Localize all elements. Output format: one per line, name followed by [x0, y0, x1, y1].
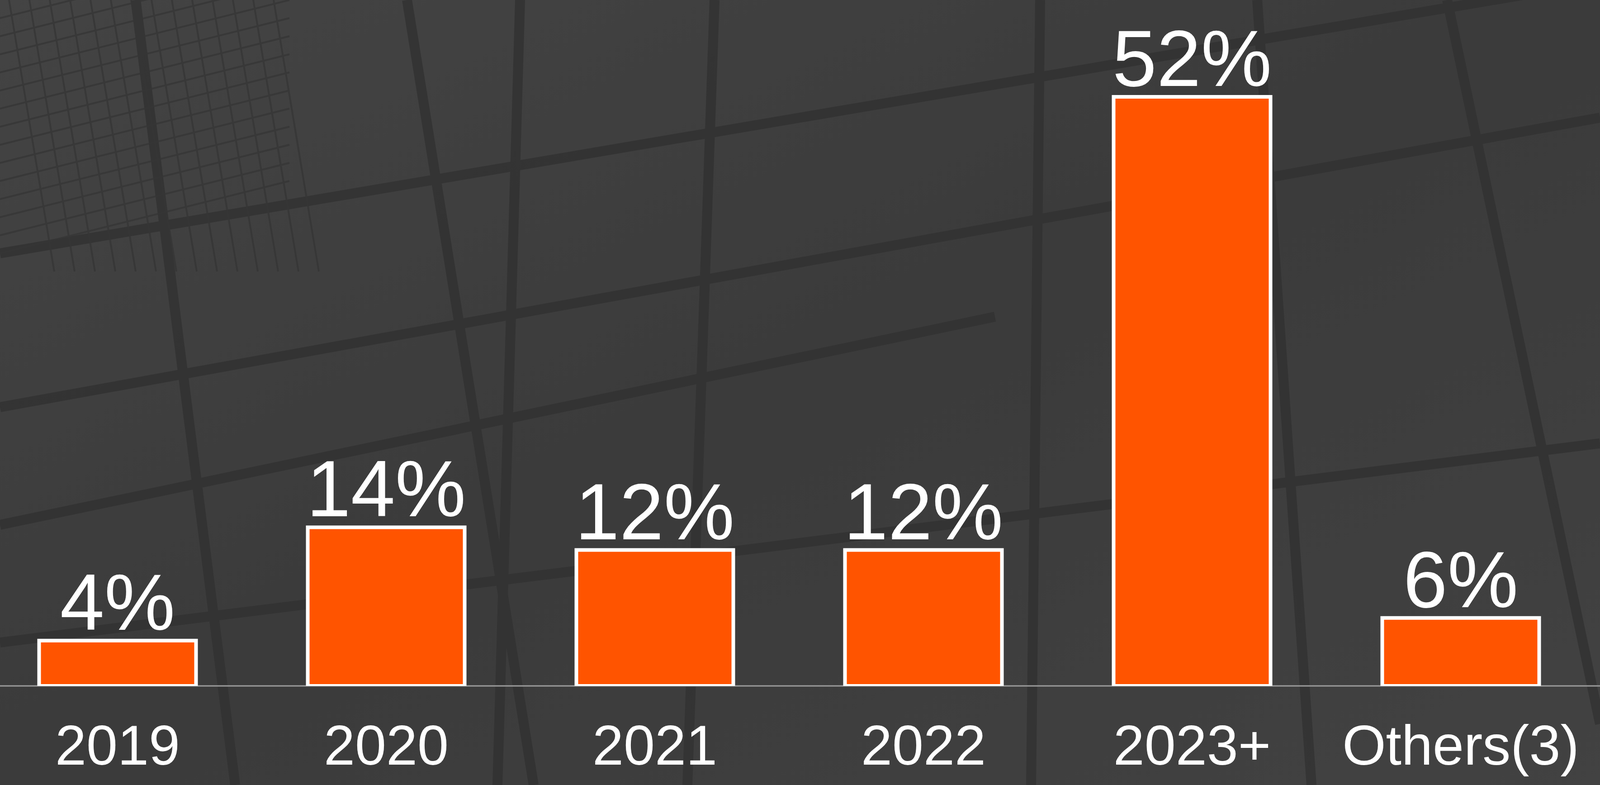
background-frames	[0, 0, 1600, 785]
data-label: 12%	[843, 467, 1004, 556]
data-label: 52%	[1112, 14, 1272, 103]
background	[0, 0, 1600, 785]
bar	[576, 549, 734, 686]
data-label: 4%	[60, 557, 176, 647]
chart: 4% 14% 12% 12% 52% 6% 2019 2020 2021 2022 2023+ Oth…	[0, 0, 1600, 785]
bar	[845, 549, 1003, 686]
x-tick-label: 2021	[592, 713, 718, 777]
x-tick-label: 2023+	[1113, 713, 1271, 777]
bar	[307, 526, 465, 686]
data-label: 6%	[1403, 534, 1519, 624]
labels: 4% 14% 12% 12% 52% 6% 2019 2020 2021 2022 2023+ Oth…	[55, 14, 1580, 777]
x-tick-label: 2019	[55, 713, 180, 777]
x-axis-line	[0, 685, 1600, 687]
bar	[1382, 617, 1540, 686]
x-tick-label: 2022	[861, 713, 986, 777]
bar	[39, 640, 197, 686]
data-label: 12%	[575, 467, 735, 556]
x-tick-label: 2020	[323, 713, 449, 777]
background-shade	[0, 0, 1600, 785]
bar	[1113, 96, 1271, 686]
bars	[39, 96, 1540, 686]
x-tick-label: Others(3)	[1342, 713, 1580, 777]
data-label: 14%	[306, 444, 466, 533]
